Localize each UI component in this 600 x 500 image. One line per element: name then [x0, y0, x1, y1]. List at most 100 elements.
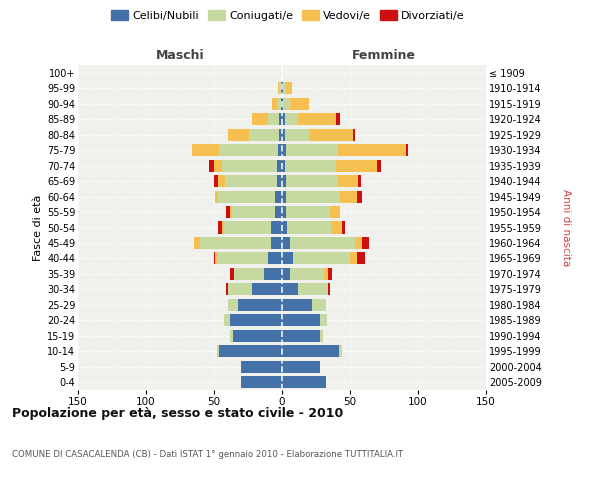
Bar [271, 222, 282, 234]
Bar [340, 190, 357, 202]
Bar [230, 330, 233, 342]
Bar [406, 144, 409, 156]
Bar [283, 98, 290, 110]
Bar [282, 346, 339, 358]
Bar [283, 82, 286, 94]
Bar [298, 284, 328, 296]
Bar [312, 299, 326, 311]
Bar [217, 252, 268, 264]
Bar [215, 252, 217, 264]
Bar [282, 222, 287, 234]
Bar [329, 206, 340, 218]
Bar [220, 144, 278, 156]
Bar [272, 98, 278, 110]
Bar [285, 160, 337, 172]
Bar [214, 160, 222, 172]
Bar [225, 175, 277, 187]
Bar [282, 299, 312, 311]
Bar [278, 98, 281, 110]
Bar [337, 113, 340, 125]
Bar [328, 284, 329, 296]
Bar [282, 190, 286, 202]
Bar [265, 268, 282, 280]
Bar [290, 268, 324, 280]
Bar [281, 82, 282, 94]
Bar [218, 222, 222, 234]
Bar [298, 113, 337, 125]
Bar [275, 206, 282, 218]
Bar [328, 268, 332, 280]
Bar [286, 175, 338, 187]
Bar [293, 252, 350, 264]
Bar [252, 113, 268, 125]
Legend: Celibi/Nubili, Coniugati/e, Vedovi/e, Divorziati/e: Celibi/Nubili, Coniugati/e, Vedovi/e, Di… [107, 6, 469, 25]
Bar [282, 252, 293, 264]
Bar [235, 268, 265, 280]
Text: Maschi: Maschi [155, 49, 205, 62]
Bar [230, 268, 235, 280]
Bar [357, 190, 362, 202]
Bar [282, 128, 285, 140]
Bar [230, 314, 282, 326]
Bar [268, 252, 282, 264]
Bar [227, 284, 252, 296]
Bar [250, 128, 279, 140]
Bar [275, 190, 282, 202]
Bar [282, 376, 326, 388]
Bar [285, 113, 298, 125]
Y-axis label: Anni di nascita: Anni di nascita [561, 189, 571, 266]
Bar [282, 98, 283, 110]
Bar [209, 160, 214, 172]
Bar [338, 144, 406, 156]
Bar [194, 237, 200, 249]
Bar [282, 314, 320, 326]
Bar [277, 175, 282, 187]
Bar [362, 237, 369, 249]
Bar [252, 284, 282, 296]
Bar [286, 190, 340, 202]
Bar [282, 284, 298, 296]
Bar [241, 376, 282, 388]
Bar [377, 160, 381, 172]
Bar [279, 113, 282, 125]
Bar [218, 190, 275, 202]
Bar [338, 175, 358, 187]
Bar [324, 268, 328, 280]
Bar [342, 222, 344, 234]
Bar [278, 82, 279, 94]
Bar [353, 128, 355, 140]
Bar [268, 113, 279, 125]
Bar [282, 206, 286, 218]
Bar [277, 160, 282, 172]
Bar [226, 284, 227, 296]
Bar [309, 128, 353, 140]
Text: Femmine: Femmine [352, 49, 416, 62]
Bar [271, 237, 282, 249]
Bar [215, 190, 218, 202]
Bar [285, 128, 309, 140]
Bar [279, 128, 282, 140]
Y-axis label: Fasce di età: Fasce di età [32, 194, 43, 260]
Bar [282, 237, 290, 249]
Bar [227, 128, 250, 140]
Bar [220, 346, 282, 358]
Bar [282, 175, 286, 187]
Bar [282, 144, 286, 156]
Bar [320, 314, 327, 326]
Bar [290, 98, 309, 110]
Text: Popolazione per età, sesso e stato civile - 2010: Popolazione per età, sesso e stato civil… [12, 408, 343, 420]
Bar [286, 82, 292, 94]
Bar [337, 160, 377, 172]
Bar [214, 175, 218, 187]
Bar [282, 268, 290, 280]
Bar [224, 314, 230, 326]
Bar [286, 206, 329, 218]
Bar [226, 206, 230, 218]
Bar [214, 252, 215, 264]
Bar [281, 98, 282, 110]
Bar [358, 175, 361, 187]
Bar [355, 237, 362, 249]
Bar [217, 346, 220, 358]
Bar [282, 160, 285, 172]
Bar [287, 222, 331, 234]
